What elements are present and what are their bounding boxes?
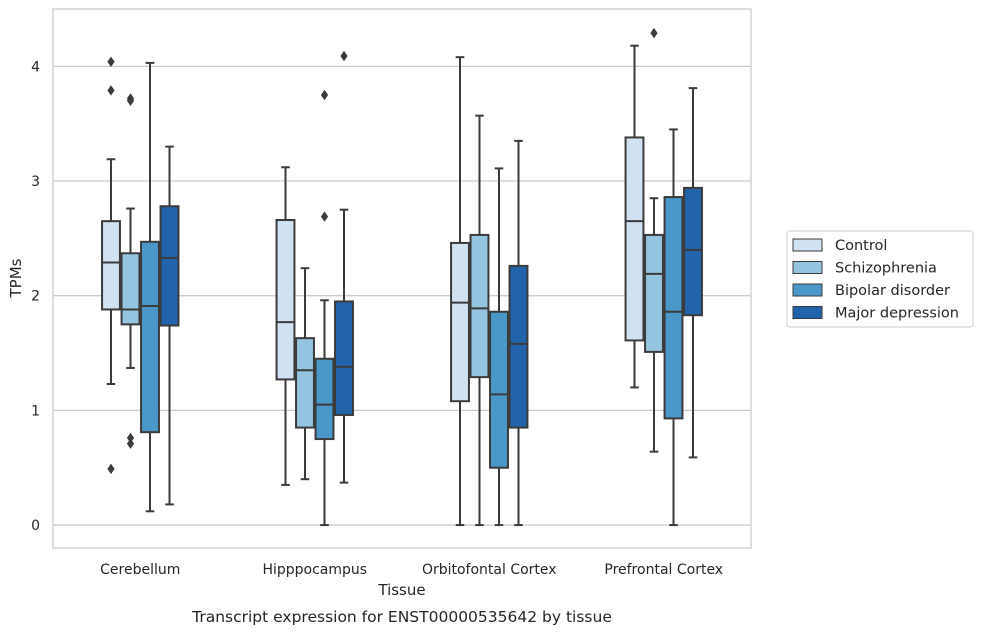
legend-swatch xyxy=(792,238,823,252)
x-tick-label: Cerebellum xyxy=(100,562,180,578)
box-body xyxy=(489,310,509,469)
legend-swatch xyxy=(792,283,823,297)
y-tick-labels: 0 1 2 3 4 xyxy=(31,59,40,534)
box-bipolar-disorder xyxy=(489,167,509,527)
box-body xyxy=(101,220,121,311)
box-bipolar-disorder xyxy=(314,89,335,527)
legend-label: Major depression xyxy=(835,306,959,322)
y-tick-label: 2 xyxy=(31,289,40,305)
box-body xyxy=(275,219,296,381)
y-tick-label: 4 xyxy=(31,59,40,75)
box-body xyxy=(314,357,335,441)
y-tick-label: 0 xyxy=(31,518,40,534)
outlier-point xyxy=(320,89,329,101)
x-tick-label: Hipppocampus xyxy=(262,562,367,578)
outlier-point xyxy=(107,56,115,67)
plot-frame xyxy=(52,8,752,549)
box-body xyxy=(450,241,470,403)
box-schizophrenia xyxy=(120,93,141,449)
outlier-point xyxy=(126,432,135,444)
y-tick-label: 3 xyxy=(31,174,40,190)
box-control xyxy=(624,44,645,389)
legend-label: Bipolar disorder xyxy=(835,283,950,299)
outlier-point xyxy=(107,85,115,96)
legend-items: Control Schizophrenia Bipolar disorder Majo… xyxy=(792,238,959,322)
box-schizophrenia xyxy=(295,267,315,481)
box-body xyxy=(624,136,645,342)
outlier-point xyxy=(650,27,658,39)
box-major-depression xyxy=(508,139,529,527)
box-major-depression xyxy=(334,50,354,484)
box-body xyxy=(120,252,141,326)
outlier-point xyxy=(107,463,115,475)
box-control xyxy=(101,56,121,475)
legend-frame xyxy=(786,230,974,328)
box-body xyxy=(295,337,315,429)
box-body xyxy=(334,300,354,416)
figure-caption: Transcript expression for ENST0000053564… xyxy=(191,608,612,626)
outlier-point xyxy=(340,50,348,62)
x-tick-labels: Cerebellum Hipppocampus Orbitofontal Corte… xyxy=(100,562,723,578)
legend-swatch xyxy=(792,261,823,274)
outlier-point xyxy=(126,438,135,449)
legend-swatch xyxy=(792,306,823,319)
legend: Control Schizophrenia Bipolar disorder Majo… xyxy=(786,230,974,328)
box-body xyxy=(508,264,529,429)
box-bipolar-disorder xyxy=(663,128,684,527)
x-axis-title: Tissue xyxy=(377,581,425,599)
outlier-point xyxy=(126,95,135,106)
box-control xyxy=(275,166,296,486)
box-major-depression xyxy=(683,87,703,459)
outlier-point xyxy=(320,211,329,222)
box-body xyxy=(469,233,490,379)
y-tick-label: 1 xyxy=(31,403,40,419)
box-bipolar-disorder xyxy=(140,61,160,513)
box-schizophrenia xyxy=(469,114,490,527)
box-schizophrenia xyxy=(644,27,664,453)
x-tick-label: Orbitofontal Cortex xyxy=(422,562,557,578)
legend-label: Schizophrenia xyxy=(835,261,937,277)
box-body xyxy=(644,233,664,353)
box-body xyxy=(663,196,684,420)
box-major-depression xyxy=(159,145,180,506)
x-tick-label: Prefrontal Cortex xyxy=(604,562,723,578)
box-body xyxy=(140,240,160,434)
box-series xyxy=(101,27,703,527)
box-body xyxy=(159,205,180,327)
y-axis-title: TPMs xyxy=(7,258,25,298)
box-body xyxy=(683,186,703,317)
box-control xyxy=(450,56,470,527)
legend-label: Control xyxy=(835,238,887,254)
